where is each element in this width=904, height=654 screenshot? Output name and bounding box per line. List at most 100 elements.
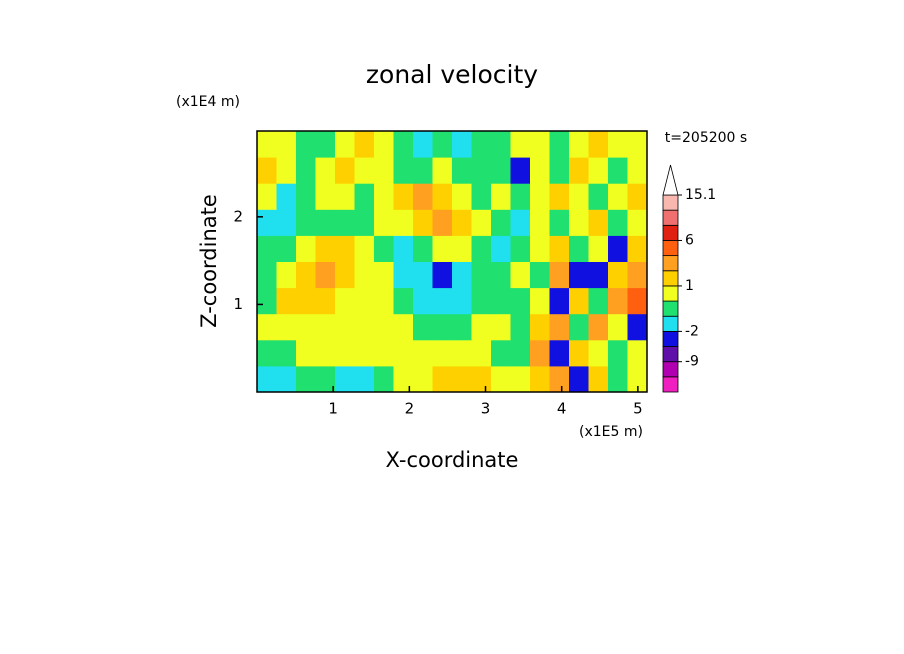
contour-cell bbox=[491, 157, 511, 184]
contour-cell bbox=[413, 157, 433, 184]
contour-cell bbox=[432, 209, 453, 236]
contour-cell bbox=[530, 261, 550, 289]
contour-cell bbox=[432, 235, 453, 262]
contour-cell bbox=[335, 235, 355, 262]
contour-cell bbox=[471, 235, 492, 262]
contour-cell bbox=[627, 339, 648, 367]
colorbar-tick-label: -9 bbox=[685, 354, 699, 370]
colorbar-band bbox=[662, 255, 679, 272]
contour-cell bbox=[432, 339, 453, 367]
contour-cell bbox=[257, 365, 277, 393]
x-tick-label: 1 bbox=[328, 400, 338, 418]
contour-cell bbox=[413, 261, 433, 289]
contour-cell bbox=[374, 131, 394, 158]
x-tick-label: 4 bbox=[557, 400, 567, 418]
contour-cell bbox=[491, 209, 511, 236]
contour-cell bbox=[432, 313, 453, 341]
contour-cell bbox=[413, 183, 433, 210]
contour-cell bbox=[257, 313, 277, 341]
contour-field bbox=[257, 131, 648, 393]
contour-cell bbox=[296, 235, 316, 262]
contour-cell bbox=[374, 209, 394, 236]
contour-cell bbox=[491, 339, 511, 367]
contour-cell bbox=[569, 209, 589, 236]
contour-cell bbox=[432, 131, 453, 158]
contour-cell bbox=[452, 339, 472, 367]
contour-cell bbox=[569, 365, 589, 393]
contour-cell bbox=[354, 287, 375, 315]
contour-cell bbox=[413, 339, 433, 367]
colorbar-band bbox=[662, 361, 679, 378]
colorbar-extension bbox=[662, 164, 679, 196]
colorbar-band bbox=[662, 240, 679, 257]
contour-cell bbox=[296, 339, 316, 367]
contour-cell bbox=[569, 183, 589, 210]
contour-cell bbox=[530, 313, 550, 341]
contour-cell bbox=[530, 235, 550, 262]
contour-cell bbox=[315, 339, 336, 367]
plot-frame bbox=[256, 130, 648, 393]
contour-cell bbox=[608, 131, 628, 158]
contour-cell bbox=[530, 157, 550, 184]
y-axis-title: Z-coordinate bbox=[197, 194, 221, 328]
contour-cell bbox=[510, 313, 531, 341]
contour-cell bbox=[491, 261, 511, 289]
contour-cell bbox=[393, 235, 414, 262]
contour-cell bbox=[452, 235, 472, 262]
contour-cell bbox=[276, 365, 297, 393]
contour-cell bbox=[588, 209, 609, 236]
contour-cell bbox=[354, 365, 375, 393]
contour-cell bbox=[588, 365, 609, 393]
contour-cell bbox=[413, 313, 433, 341]
contour-cell bbox=[588, 157, 609, 184]
contour-cell bbox=[549, 183, 570, 210]
contour-cell bbox=[335, 287, 355, 315]
contour-cell bbox=[588, 287, 609, 315]
contour-cell bbox=[627, 157, 648, 184]
contour-cell bbox=[510, 287, 531, 315]
contour-cell bbox=[608, 339, 628, 367]
contour-cell bbox=[413, 235, 433, 262]
colorbar-band bbox=[662, 270, 679, 287]
x-tick-label: 5 bbox=[633, 400, 643, 418]
contour-cell bbox=[491, 131, 511, 158]
contour-cell bbox=[588, 261, 609, 289]
x-axis-title: X-coordinate bbox=[386, 448, 519, 472]
contour-cell bbox=[471, 365, 492, 393]
contour-cell bbox=[335, 183, 355, 210]
x-tick-label: 2 bbox=[405, 400, 415, 418]
contour-cell bbox=[315, 313, 336, 341]
contour-cell bbox=[452, 287, 472, 315]
contour-cell bbox=[549, 131, 570, 158]
contour-cell bbox=[510, 339, 531, 367]
contour-cell bbox=[296, 157, 316, 184]
contour-cell bbox=[257, 287, 277, 315]
contour-cell bbox=[471, 131, 492, 158]
contour-cell bbox=[627, 313, 648, 341]
contour-cell bbox=[276, 339, 297, 367]
contour-cell bbox=[354, 131, 375, 158]
contour-cell bbox=[569, 131, 589, 158]
contour-cell bbox=[549, 287, 570, 315]
contour-cell bbox=[530, 209, 550, 236]
contour-cell bbox=[530, 365, 550, 393]
contour-cell bbox=[413, 209, 433, 236]
contour-cell bbox=[257, 183, 277, 210]
y-unit: (x1E4 m) bbox=[176, 94, 240, 110]
contour-cell bbox=[627, 209, 648, 236]
contour-cell bbox=[608, 235, 628, 262]
contour-cell bbox=[452, 365, 472, 393]
chart-title: zonal velocity bbox=[366, 60, 538, 89]
contour-cell bbox=[471, 261, 492, 289]
contour-cell bbox=[335, 365, 355, 393]
contour-cell bbox=[374, 261, 394, 289]
y-tick-label: 2 bbox=[233, 207, 243, 225]
contour-cell bbox=[296, 209, 316, 236]
contour-cell bbox=[549, 157, 570, 184]
contour-cell bbox=[315, 365, 336, 393]
contour-cell bbox=[530, 131, 550, 158]
contour-cell bbox=[452, 209, 472, 236]
contour-cell bbox=[315, 209, 336, 236]
contour-cell bbox=[432, 365, 453, 393]
